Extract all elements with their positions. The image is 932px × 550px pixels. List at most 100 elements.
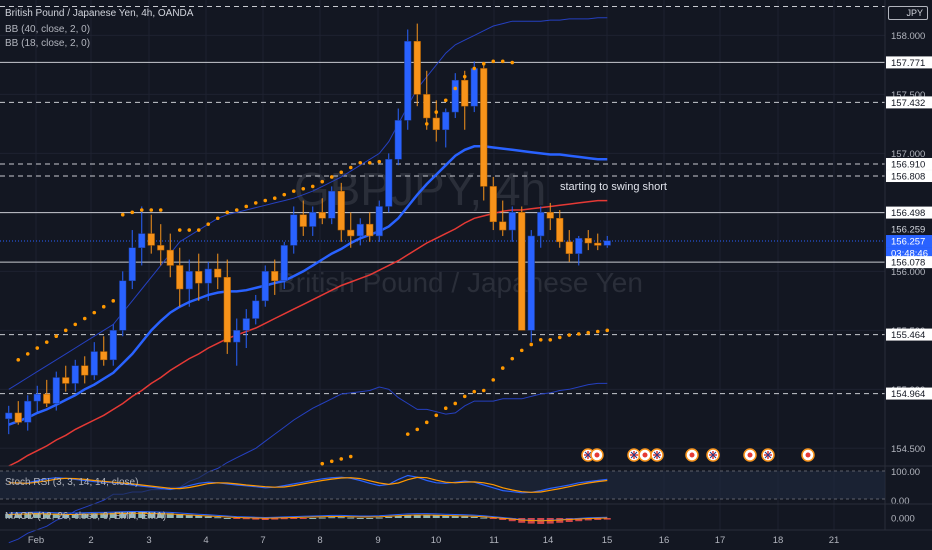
price-badge-text: 03:48:46 bbox=[891, 249, 928, 260]
price-badge-text: 156.078 bbox=[891, 258, 925, 269]
psar-dot bbox=[424, 420, 429, 425]
time-axis-label[interactable]: 8 bbox=[317, 535, 322, 546]
macd-bar bbox=[584, 518, 592, 521]
time-axis-label[interactable]: 2 bbox=[88, 535, 93, 546]
event-gb-flag-icon[interactable] bbox=[650, 448, 664, 462]
psar-group bbox=[16, 59, 610, 466]
price-axis-tick[interactable]: 157.500 bbox=[891, 90, 925, 101]
price-badge[interactable]: 156.910 bbox=[886, 157, 932, 171]
price-badge[interactable]: 156.257 bbox=[886, 235, 932, 248]
candle-body bbox=[565, 241, 573, 254]
price-badge-text: 156.910 bbox=[891, 159, 925, 170]
macd-bar bbox=[119, 512, 127, 518]
price-badge[interactable]: 156.078 bbox=[886, 256, 932, 269]
price-badge[interactable]: 156.808 bbox=[886, 170, 932, 183]
stoch-rsi-legend[interactable]: Stoch RSI (3, 3, 14, 14, close) bbox=[5, 477, 139, 488]
bb18-legend[interactable]: BB (18, close, 2, 0) bbox=[5, 38, 91, 49]
price-axis-tick[interactable]: 154.500 bbox=[891, 444, 925, 455]
price-badge[interactable]: 157.432 bbox=[886, 96, 932, 109]
event-gb-flag-icon[interactable] bbox=[706, 448, 720, 462]
price-axis-tick[interactable]: 156.000 bbox=[891, 267, 925, 278]
currency-badge[interactable]: JPY bbox=[888, 6, 928, 20]
macd-bar bbox=[508, 518, 516, 522]
bb40-legend[interactable]: BB (40, close, 2, 0) bbox=[5, 24, 91, 35]
legend-title[interactable]: British Pound / Japanese Yen, 4h, OANDA bbox=[5, 8, 194, 19]
psar-dot bbox=[139, 208, 144, 212]
macd-bar bbox=[461, 516, 469, 518]
time-axis-label[interactable]: 9 bbox=[375, 535, 380, 546]
psar-dot bbox=[586, 330, 591, 335]
macd-bar bbox=[603, 518, 611, 520]
candle-body bbox=[100, 351, 108, 361]
psar-dot bbox=[424, 122, 429, 126]
event-jp-flag-icon[interactable] bbox=[801, 448, 815, 462]
time-axis-label[interactable]: Feb bbox=[28, 535, 44, 546]
psar-dot bbox=[415, 427, 420, 432]
time-axis-label[interactable]: 15 bbox=[602, 535, 613, 546]
event-jp-flag-icon[interactable] bbox=[685, 448, 699, 462]
macd-bar bbox=[366, 518, 374, 519]
macd-bar bbox=[328, 517, 336, 519]
candle-body bbox=[556, 218, 564, 243]
macd-line bbox=[8, 511, 608, 522]
candle-body bbox=[356, 223, 364, 237]
time-axis-label[interactable]: 18 bbox=[773, 535, 784, 546]
psar-dot bbox=[339, 457, 344, 461]
chart-annotation-text[interactable]: starting to swing short bbox=[560, 181, 667, 193]
time-axis-label[interactable]: 10 bbox=[431, 535, 442, 546]
price-badge[interactable]: 157.771 bbox=[886, 56, 932, 69]
psar-dot bbox=[44, 340, 49, 344]
psar-dot bbox=[500, 59, 505, 64]
event-jp-flag-icon[interactable] bbox=[743, 448, 757, 462]
macd-bar bbox=[81, 513, 89, 518]
price-badge[interactable]: 156.498 bbox=[886, 206, 932, 220]
psar-dot bbox=[519, 348, 524, 353]
psar-dot bbox=[149, 208, 154, 212]
event-gb-flag-icon[interactable] bbox=[627, 448, 641, 462]
psar-dot bbox=[158, 208, 163, 212]
macd-legend[interactable]: MACD (12, 26, close, 9, EMA, EMA) bbox=[5, 511, 167, 522]
symbol-legend[interactable]: British Pound / Japanese Yen, 4h, OANDA bbox=[5, 8, 193, 20]
macd-bar bbox=[499, 518, 507, 520]
time-axis-label[interactable]: 7 bbox=[260, 535, 265, 546]
macd-bar bbox=[480, 517, 488, 519]
time-axis-label[interactable]: 17 bbox=[715, 535, 726, 546]
psar-dot bbox=[63, 328, 68, 333]
macd-signal-line bbox=[8, 512, 608, 522]
price-badge[interactable]: 154.964 bbox=[886, 387, 932, 401]
psar-dot bbox=[377, 159, 382, 164]
event-jp-flag-icon[interactable] bbox=[590, 448, 604, 462]
event-jp-flag-icon[interactable] bbox=[638, 448, 652, 462]
candle-body bbox=[195, 271, 203, 284]
time-axis-label[interactable]: 14 bbox=[543, 535, 554, 546]
psar-dot bbox=[329, 175, 334, 179]
psar-dot bbox=[434, 110, 439, 114]
psar-dot bbox=[329, 459, 334, 464]
price-axis-tick[interactable]: 158.000 bbox=[891, 31, 925, 42]
macd-bar bbox=[261, 518, 269, 520]
price-badge[interactable]: 155.464 bbox=[886, 328, 932, 342]
macd-bar bbox=[575, 518, 583, 522]
psar-dot bbox=[405, 432, 410, 436]
time-axis-label[interactable]: 21 bbox=[829, 535, 840, 546]
time-axis-label[interactable]: 16 bbox=[659, 535, 670, 546]
price-badge[interactable]: 156.259 bbox=[886, 222, 932, 236]
psar-dot bbox=[510, 60, 515, 65]
macd-bar bbox=[43, 513, 51, 518]
candle-body bbox=[318, 212, 326, 219]
stoch-tick-100: 100.00 bbox=[891, 467, 920, 478]
price-badge[interactable]: 03:48:46 bbox=[886, 247, 932, 260]
price-axis-tick[interactable]: 157.000 bbox=[891, 149, 925, 160]
psar-dot bbox=[291, 189, 296, 193]
time-axis-label[interactable]: 11 bbox=[489, 535, 499, 546]
candle-body bbox=[52, 377, 60, 404]
psar-dot bbox=[472, 389, 477, 394]
price-badge-text: 157.432 bbox=[891, 98, 925, 109]
time-axis-label[interactable]: 3 bbox=[146, 535, 151, 546]
psar-dot bbox=[443, 406, 448, 410]
time-axis-label[interactable]: 4 bbox=[203, 535, 208, 546]
macd-bar bbox=[375, 517, 383, 519]
candle-body bbox=[157, 245, 165, 251]
event-gb-flag-icon[interactable] bbox=[761, 448, 775, 462]
